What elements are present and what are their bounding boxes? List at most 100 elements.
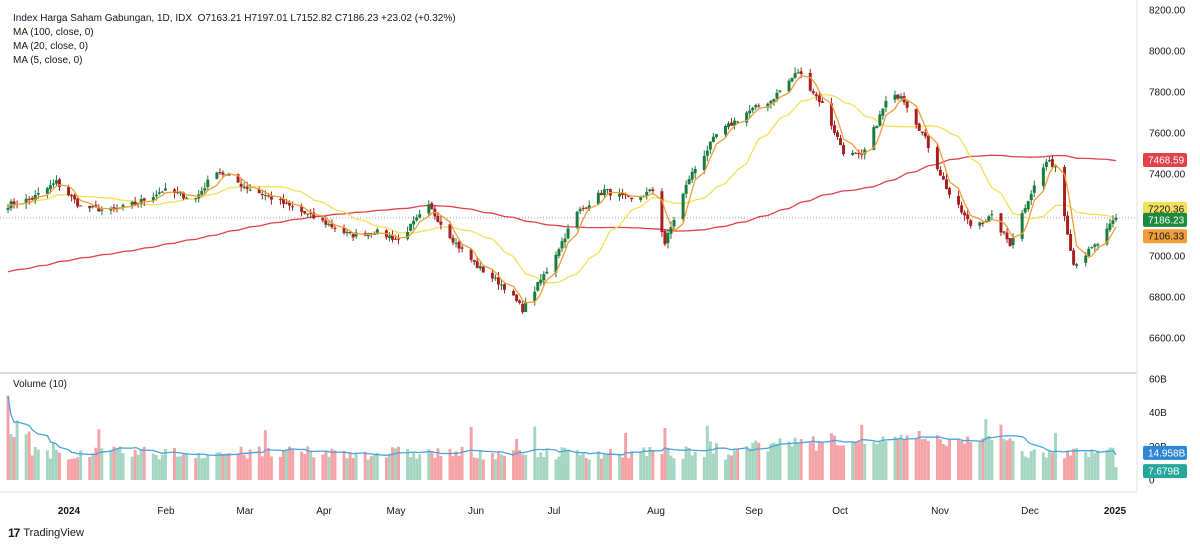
volume-bar[interactable] <box>984 419 988 480</box>
candle[interactable] <box>282 194 285 209</box>
volume-bar[interactable] <box>215 452 219 480</box>
volume-bar[interactable] <box>409 457 413 480</box>
volume-bar[interactable] <box>130 456 134 480</box>
candle[interactable] <box>566 224 570 240</box>
volume-bar[interactable] <box>54 449 58 480</box>
candle[interactable] <box>944 174 948 190</box>
candle[interactable] <box>539 274 543 286</box>
time-tick-label[interactable]: Dec <box>1021 506 1039 517</box>
volume-bar[interactable] <box>1084 452 1088 480</box>
volume-bar[interactable] <box>194 458 198 480</box>
candle[interactable] <box>6 204 10 214</box>
candle[interactable] <box>917 122 921 131</box>
candle[interactable] <box>711 132 715 143</box>
volume-bar[interactable] <box>288 446 292 480</box>
candle[interactable] <box>133 197 137 206</box>
candle[interactable] <box>345 228 349 237</box>
candle[interactable] <box>648 188 652 193</box>
volume-bar[interactable] <box>618 455 622 480</box>
volume-bar[interactable] <box>387 453 391 480</box>
legend-ma5[interactable]: MA (5, close, 0) <box>13 55 83 66</box>
volume-bar[interactable] <box>6 395 10 480</box>
candle[interactable] <box>206 175 210 191</box>
candle[interactable] <box>54 175 58 187</box>
time-tick-label[interactable]: Sep <box>745 506 763 517</box>
candle[interactable] <box>1026 200 1030 212</box>
candle[interactable] <box>1072 247 1076 266</box>
candle[interactable] <box>515 294 519 303</box>
volume-bar[interactable] <box>176 456 180 480</box>
candle[interactable] <box>578 206 582 214</box>
volume-bar[interactable] <box>1096 450 1100 480</box>
volume-bar[interactable] <box>1087 456 1091 480</box>
volume-bar[interactable] <box>239 446 243 480</box>
volume-bar[interactable] <box>285 449 288 480</box>
volume-bar[interactable] <box>67 459 71 480</box>
candle[interactable] <box>163 182 167 191</box>
volume-bar[interactable] <box>521 454 525 480</box>
volume-bar[interactable] <box>733 450 737 480</box>
volume-bar[interactable] <box>917 430 921 480</box>
volume-bar[interactable] <box>369 456 373 480</box>
price-tick-label[interactable]: 7400.00 <box>1149 170 1186 181</box>
volume-bar[interactable] <box>363 451 367 480</box>
volume-bar[interactable] <box>878 442 882 480</box>
volume-bar[interactable] <box>584 457 588 480</box>
volume-bar[interactable] <box>778 438 782 480</box>
candle[interactable] <box>397 234 401 245</box>
volume-bar[interactable] <box>1090 449 1094 480</box>
candle[interactable] <box>896 94 900 101</box>
candle[interactable] <box>690 167 694 183</box>
volume-bar[interactable] <box>1114 467 1118 480</box>
volume-bar[interactable] <box>627 458 631 480</box>
volume-bar[interactable] <box>621 457 625 480</box>
volume-bar[interactable] <box>269 456 273 480</box>
volume-bar[interactable] <box>348 451 352 480</box>
volume-bar[interactable] <box>872 442 876 480</box>
price-tick-label[interactable]: 8000.00 <box>1149 47 1186 58</box>
volume-bar[interactable] <box>605 453 609 480</box>
candle[interactable] <box>73 193 77 204</box>
candle[interactable] <box>884 95 888 113</box>
candle[interactable] <box>854 152 858 154</box>
volume-bar[interactable] <box>345 458 349 480</box>
volume-bar[interactable] <box>1047 450 1051 480</box>
volume-bar[interactable] <box>730 455 734 480</box>
volume-bar[interactable] <box>454 451 458 480</box>
volume-bar[interactable] <box>9 434 13 480</box>
candle[interactable] <box>1108 218 1112 233</box>
volume-bar[interactable] <box>306 446 310 480</box>
volume-bar[interactable] <box>681 458 685 480</box>
volume-bar[interactable] <box>575 450 579 480</box>
candle[interactable] <box>409 223 413 232</box>
volume-bar[interactable] <box>648 447 652 480</box>
volume-bar[interactable] <box>57 452 61 480</box>
volume-bar[interactable] <box>457 455 461 480</box>
volume-bar[interactable] <box>206 454 210 480</box>
candle[interactable] <box>923 128 927 139</box>
candle[interactable] <box>542 271 546 286</box>
candle[interactable] <box>914 108 918 129</box>
volume-bar[interactable] <box>920 439 924 480</box>
candle[interactable] <box>557 247 561 259</box>
candle[interactable] <box>693 165 697 179</box>
candle[interactable] <box>851 149 855 156</box>
candle[interactable] <box>415 214 419 222</box>
candle[interactable] <box>51 179 55 188</box>
volume-bar[interactable] <box>394 448 397 480</box>
volume-bar[interactable] <box>914 438 918 480</box>
candle[interactable] <box>412 215 416 230</box>
volume-bar[interactable] <box>415 458 419 480</box>
candle[interactable] <box>663 228 667 247</box>
volume-bar[interactable] <box>969 442 973 480</box>
volume-bar[interactable] <box>333 450 337 480</box>
candle[interactable] <box>1069 229 1073 251</box>
candle[interactable] <box>948 186 951 199</box>
candle[interactable] <box>881 108 885 120</box>
candle[interactable] <box>969 218 973 229</box>
volume-bar[interactable] <box>139 448 143 480</box>
candle[interactable] <box>926 135 930 153</box>
volume-bar[interactable] <box>990 439 994 480</box>
candle[interactable] <box>957 190 961 209</box>
volume-bar[interactable] <box>1005 440 1009 480</box>
